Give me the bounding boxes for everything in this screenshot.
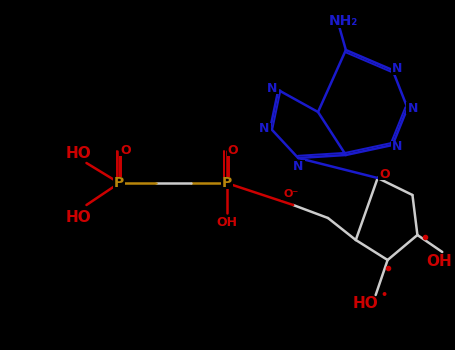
Bar	[227, 144, 238, 156]
Text: HO: HO	[66, 210, 91, 224]
Text: N: N	[267, 82, 278, 95]
Text: •: •	[380, 290, 387, 300]
Text: P: P	[114, 176, 124, 190]
Text: HO: HO	[66, 146, 91, 161]
Text: P: P	[222, 176, 232, 190]
Bar	[216, 217, 238, 229]
Text: N: N	[293, 160, 303, 173]
Bar	[119, 144, 131, 156]
Bar	[281, 189, 301, 199]
Text: N: N	[259, 122, 269, 135]
Text: O: O	[120, 144, 131, 156]
Bar	[390, 63, 404, 75]
Bar	[291, 160, 305, 172]
Text: OH: OH	[426, 253, 452, 268]
Text: HO: HO	[353, 296, 379, 312]
Bar	[352, 298, 379, 310]
Bar	[258, 123, 271, 135]
Bar	[66, 210, 91, 224]
Bar	[378, 168, 392, 180]
Text: NH₂: NH₂	[328, 14, 358, 28]
Bar	[406, 102, 420, 114]
Text: O: O	[227, 144, 238, 156]
Text: O: O	[379, 168, 390, 181]
Text: N: N	[392, 63, 403, 76]
Bar	[113, 177, 125, 189]
Bar	[265, 82, 279, 94]
Text: N: N	[392, 140, 403, 154]
Text: OH: OH	[216, 217, 237, 230]
Bar	[66, 147, 91, 160]
Bar	[328, 14, 358, 28]
Bar	[426, 254, 452, 267]
Bar	[390, 141, 404, 153]
Text: N: N	[408, 102, 419, 114]
Text: O⁻: O⁻	[283, 189, 299, 199]
Bar	[221, 177, 233, 189]
